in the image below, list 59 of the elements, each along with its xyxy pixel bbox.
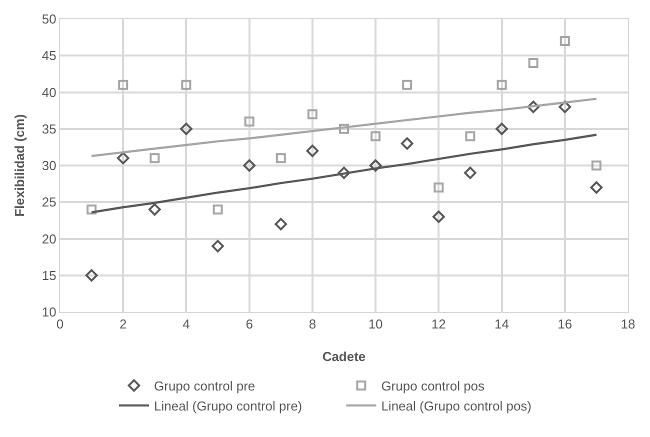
point [338, 166, 350, 180]
x-tick-label: 18 [620, 316, 636, 332]
point [244, 116, 254, 127]
point [496, 80, 507, 90]
y-tick-label: 30 [42, 158, 56, 174]
y-tick-label: 20 [42, 231, 56, 246]
x-tick-label: 8 [308, 316, 316, 332]
point [590, 181, 603, 194]
point [116, 152, 130, 164]
point [527, 100, 540, 114]
x-tick-label: 0 [56, 316, 64, 332]
x-tick-label: 4 [182, 316, 190, 332]
point [181, 80, 192, 90]
x-tick-label: 6 [246, 316, 253, 332]
y-tick-label: 50 [42, 12, 56, 27]
y-axis-title: Flexibilidad (cm) [12, 114, 27, 217]
point [274, 218, 288, 230]
point [307, 109, 318, 120]
point [558, 100, 572, 114]
point [465, 131, 476, 142]
point [528, 58, 538, 68]
x-tick-label: 2 [119, 316, 127, 332]
point [212, 240, 224, 252]
point [118, 80, 128, 90]
x-tick-label: 14 [494, 316, 510, 332]
x-tick-label: 12 [431, 316, 446, 332]
legend-label: Lineal (Grupo control pos) [381, 398, 532, 414]
point [306, 144, 319, 158]
point [591, 160, 602, 170]
y-tick-label: 35 [42, 121, 56, 136]
point [339, 124, 349, 134]
x-tick-label: 16 [558, 316, 572, 332]
y-tick-label: 25 [42, 194, 56, 210]
point [434, 182, 444, 192]
legend-label: Grupo control pos [381, 378, 486, 394]
point [464, 166, 476, 180]
legend-label: Lineal (Grupo control pre) [154, 398, 302, 414]
point [369, 159, 382, 172]
point [400, 137, 414, 150]
y-tick-label: 40 [42, 84, 56, 100]
x-axis-title: Cadete [322, 349, 366, 364]
point [150, 153, 160, 164]
point [560, 36, 570, 46]
legend-label: Grupo control pre [154, 378, 256, 394]
x-tick-label: 10 [368, 316, 383, 332]
point [402, 80, 412, 90]
point [496, 122, 508, 136]
y-tick-label: 10 [42, 304, 56, 320]
point [85, 269, 98, 282]
y-tick-label: 45 [42, 48, 56, 64]
point [370, 131, 381, 142]
point [148, 203, 161, 216]
point [243, 159, 256, 172]
point [180, 122, 192, 136]
y-tick-label: 15 [42, 268, 56, 283]
point [86, 204, 97, 214]
point [432, 210, 445, 223]
point [212, 204, 223, 214]
point [276, 153, 286, 164]
